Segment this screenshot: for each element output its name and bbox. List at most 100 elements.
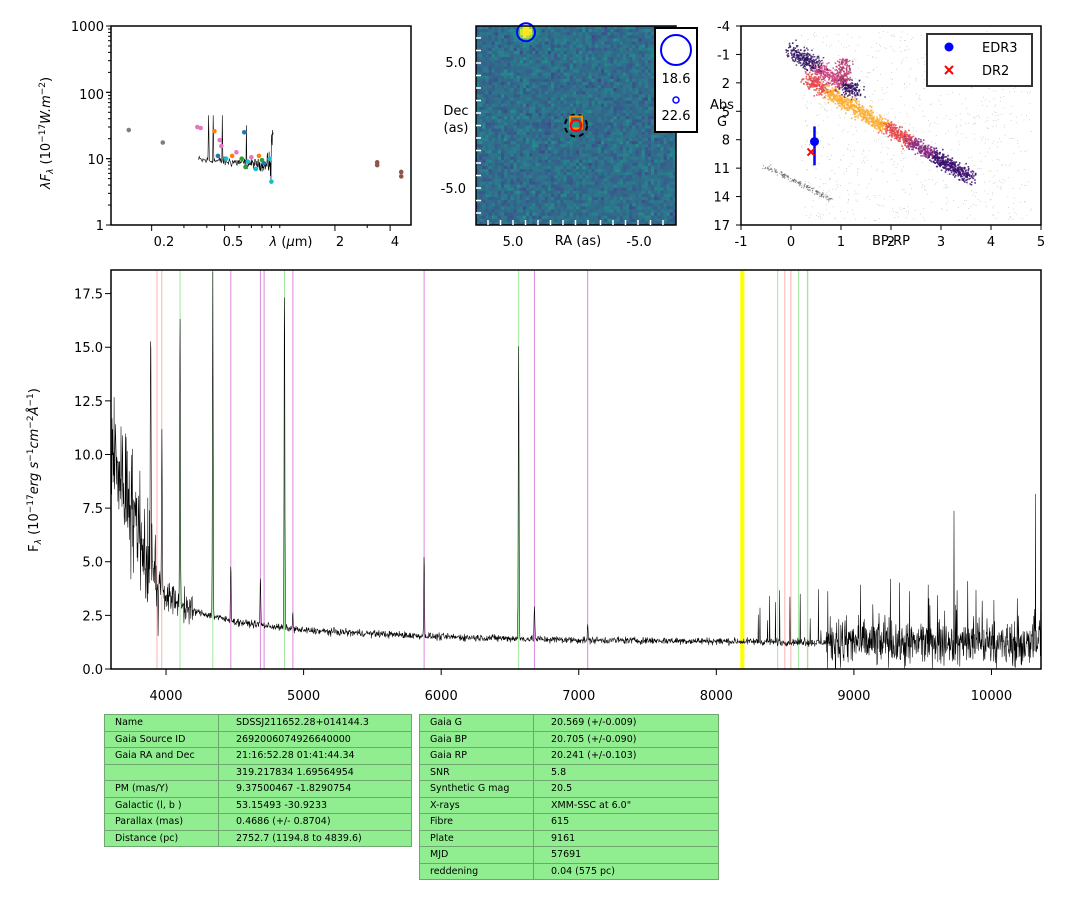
image-pixel (579, 212, 583, 217)
image-pixel (663, 150, 668, 154)
image-pixel (535, 218, 539, 223)
image-pixel (476, 88, 480, 92)
image-pixel (491, 159, 496, 164)
image-pixel (482, 193, 486, 198)
image-pixel (544, 69, 549, 74)
image-pixel (504, 85, 508, 89)
image-pixel (601, 200, 605, 204)
image-pixel (622, 66, 627, 70)
image-pixel (616, 169, 621, 173)
sed-point (241, 129, 247, 135)
image-pixel (626, 215, 630, 220)
image-pixel (488, 169, 493, 173)
image-pixel (519, 169, 524, 173)
image-pixel (529, 119, 533, 123)
image-pixel (597, 63, 602, 67)
image-pixel (591, 50, 596, 55)
image-pixel (597, 153, 602, 157)
image-pixel (522, 75, 527, 80)
image-pixel (597, 200, 602, 204)
image-pixel (576, 172, 580, 176)
image-pixel (497, 75, 502, 80)
image-pixel (479, 187, 483, 192)
image-pixel (651, 38, 655, 42)
image-pixel (544, 116, 549, 120)
image-pixel (647, 66, 652, 70)
hr-field-dot (940, 95, 942, 97)
hr-field-dot (904, 104, 906, 106)
image-pixel (519, 47, 524, 52)
image-pixel (654, 181, 658, 185)
hr-field-dot (848, 166, 850, 167)
image-pixel (504, 122, 508, 126)
image-pixel (613, 190, 618, 195)
image-pixel (535, 137, 539, 142)
image-pixel (485, 50, 489, 55)
image-pixel (616, 119, 621, 123)
image-pixel (594, 100, 599, 105)
image-pixel (591, 197, 596, 201)
hr-field-dot (820, 140, 821, 142)
image-pixel (554, 72, 558, 77)
image-pixel (557, 106, 561, 111)
image-pixel (641, 153, 646, 157)
image-pixel (488, 32, 493, 36)
image-pixel (576, 203, 580, 207)
image-pixel (516, 91, 521, 95)
sed-ticks (106, 25, 391, 231)
image-pixel (613, 175, 618, 179)
image-pixel (657, 200, 661, 204)
image-pixel (529, 103, 533, 108)
image-pixel (510, 97, 514, 102)
image-pixel (563, 91, 568, 95)
image-pixel (526, 172, 530, 176)
image-pixel (644, 119, 649, 123)
image-pixel (532, 119, 536, 123)
image-pixel (526, 63, 530, 67)
image-pixel (610, 128, 614, 133)
image-pixel (504, 141, 508, 145)
image-pixel (541, 206, 546, 210)
image-pixel (622, 193, 627, 198)
image-pixel (579, 35, 583, 39)
image-pixel (535, 212, 539, 217)
image-pixel (616, 153, 621, 157)
hr-field-dot (840, 109, 842, 111)
image-pixel (519, 63, 524, 67)
image-pixel (572, 106, 577, 111)
image-pixel (651, 47, 655, 52)
image-pixel (516, 206, 521, 210)
hr-field-dot (824, 102, 826, 104)
image-pixel (494, 172, 499, 176)
hr-field-dot (891, 72, 893, 74)
image-pixel (601, 47, 605, 52)
image-pixel (554, 38, 558, 42)
image-pixel (479, 26, 483, 30)
image-pixel (594, 103, 599, 108)
image-pixel (594, 60, 599, 64)
hr-field-dot (803, 79, 805, 80)
image-pixel (519, 91, 524, 95)
image-pixel (572, 69, 577, 74)
image-pixel (482, 106, 486, 111)
image-pixel (597, 119, 602, 123)
image-pixel (513, 193, 518, 198)
hr-field-dot (913, 218, 915, 220)
image-pixel (616, 175, 621, 179)
image-pixel (494, 197, 499, 201)
image-pixel (594, 97, 599, 102)
image-pixel (601, 35, 605, 39)
image-pixel (507, 32, 511, 36)
hr-field-dot (1004, 124, 1006, 126)
hr-field-dot (854, 58, 856, 60)
hr-field-dot (825, 204, 827, 206)
hr-field-dot (1001, 186, 1002, 188)
image-pixel (504, 206, 508, 210)
image-pixel (507, 162, 511, 167)
image-pixel (479, 153, 483, 157)
image-pixel (607, 106, 611, 111)
image-pixel (532, 169, 536, 173)
image-pixel (629, 94, 633, 98)
image-pixel (485, 187, 489, 192)
image-pixel (666, 221, 671, 226)
